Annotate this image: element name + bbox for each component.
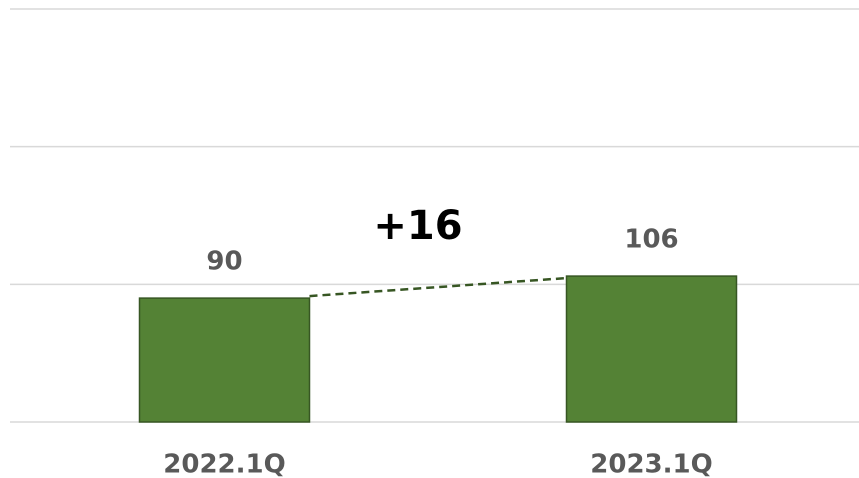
connector-line xyxy=(309,276,567,298)
bar xyxy=(138,297,311,423)
x-tick-label: 2023.1Q xyxy=(590,450,712,478)
value-label: 90 xyxy=(206,247,242,277)
bar xyxy=(565,275,738,423)
difference-annotation: +16 xyxy=(373,203,462,249)
x-tick-label: 2022.1Q xyxy=(163,450,285,478)
value-label: 106 xyxy=(624,225,678,255)
